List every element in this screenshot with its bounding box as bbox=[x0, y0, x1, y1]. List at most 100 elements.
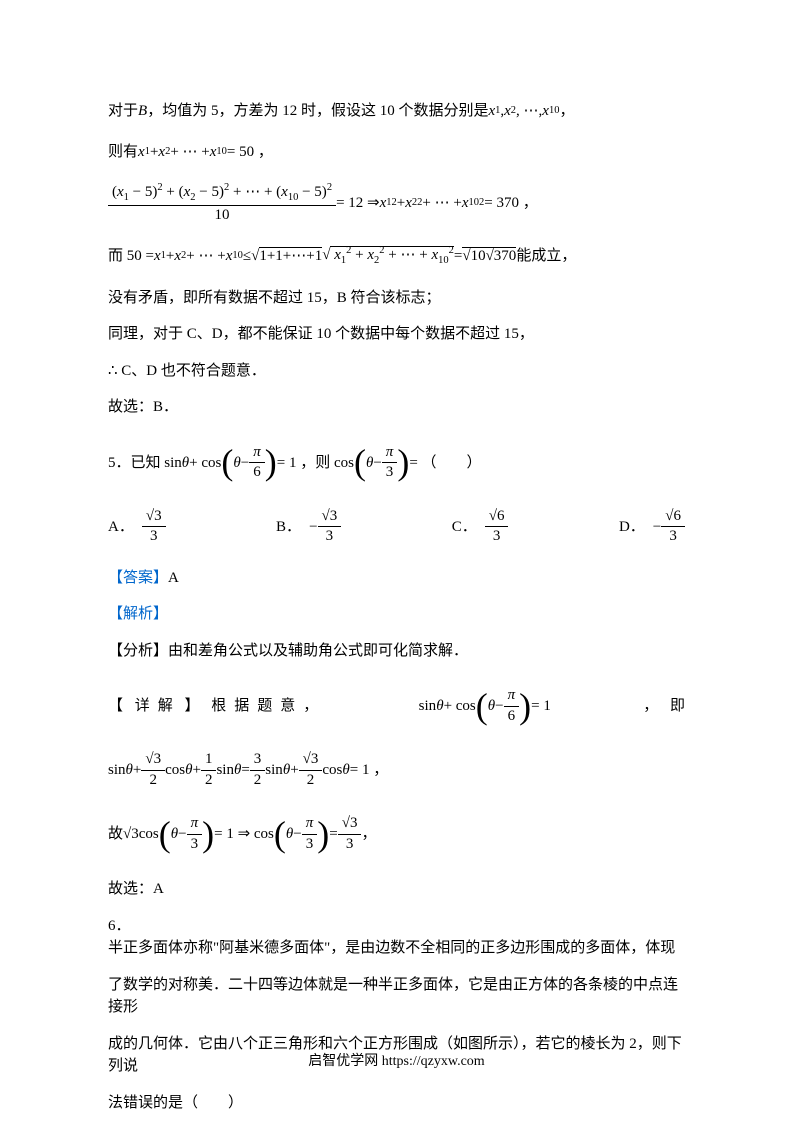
text: − bbox=[373, 452, 381, 475]
text: + ⋯ + bbox=[170, 141, 209, 164]
den: 2 bbox=[201, 771, 217, 791]
text: 而 50 = bbox=[108, 245, 154, 268]
var-theta: θ bbox=[126, 759, 133, 782]
label: D． bbox=[619, 516, 645, 539]
q6-l2: 了数学的对称美．二十四等边体就是一种半正多面体，它是由正方体的各条棱的中点连接形 bbox=[108, 974, 685, 1019]
text: 则有 bbox=[108, 141, 138, 164]
bracket: 】 bbox=[185, 698, 208, 714]
question-5: 5． 已知 sin θ + cos ( θ − π 6 ) = 1 ，则 cos… bbox=[108, 443, 685, 483]
fenxi-line: 【分析】 由和差角公式以及辅助角公式即可化简求解． bbox=[108, 640, 685, 663]
sub: 10 bbox=[232, 248, 243, 264]
text: = 1 ⇒ cos bbox=[214, 823, 274, 846]
text: = 370 ， bbox=[484, 192, 537, 215]
step2-line: 故 √3 cos ( θ − π 3 ) = 1 ⇒ cos ( θ − π 3… bbox=[108, 814, 685, 854]
text: sin bbox=[265, 759, 283, 782]
den: 3 bbox=[322, 527, 338, 547]
fraction: 1 2 bbox=[201, 750, 217, 790]
paren: ( bbox=[354, 448, 366, 477]
paren: ( bbox=[476, 692, 488, 721]
var-theta: θ bbox=[171, 823, 178, 846]
text: √3 bbox=[123, 823, 139, 846]
den: 3 bbox=[146, 527, 162, 547]
text: + ⋯ + ( bbox=[233, 184, 281, 200]
var-x: x bbox=[154, 245, 161, 268]
q-num: 5． bbox=[108, 452, 131, 475]
text: = 1 bbox=[531, 695, 551, 718]
var-x: x bbox=[138, 141, 145, 164]
fraction: π 6 bbox=[504, 686, 520, 726]
text: + cos bbox=[189, 452, 221, 475]
text: 由和差角公式以及辅助角公式即可化简求解． bbox=[168, 640, 468, 663]
option-c: C． √6 3 bbox=[452, 507, 509, 547]
comma: ， bbox=[643, 698, 666, 714]
num: 3 bbox=[250, 750, 266, 771]
num: √3 bbox=[338, 814, 362, 835]
bracket: 【 bbox=[108, 698, 131, 714]
paren: ( bbox=[159, 820, 171, 849]
var-theta: θ bbox=[488, 695, 495, 718]
answer-value: A bbox=[168, 567, 179, 590]
var-x: x bbox=[462, 192, 469, 215]
text: 根据题意， bbox=[211, 698, 326, 714]
text: + bbox=[133, 759, 141, 782]
var-x: x bbox=[334, 247, 341, 263]
answer-label: 【答案】A bbox=[108, 567, 685, 590]
var-theta: θ bbox=[366, 452, 373, 475]
sub: 10 bbox=[549, 103, 560, 119]
var-x: x bbox=[158, 141, 165, 164]
denom: 10 bbox=[211, 206, 234, 226]
text: = 1 ，则 cos bbox=[277, 452, 354, 475]
text: ∴ C、D 也不符合题意． bbox=[108, 360, 266, 383]
den: 3 bbox=[489, 527, 505, 547]
text: = 1 ， bbox=[350, 759, 388, 782]
den: 3 bbox=[665, 527, 681, 547]
text: cos bbox=[139, 823, 159, 846]
den: 3 bbox=[342, 835, 358, 855]
text: ≤ bbox=[243, 245, 251, 268]
detail-line1: 【 详解 】 根据题意， sin θ + cos ( θ − π 6 ) = 1… bbox=[108, 686, 685, 726]
paragraph-cauchy: 而 50 = x1 + x2 + ⋯ + x10 ≤ √1+1+⋯+1 √ x1… bbox=[108, 243, 685, 269]
text: , ⋯, bbox=[516, 100, 542, 123]
text: 能成立， bbox=[516, 245, 576, 268]
text: 已知 sin bbox=[131, 452, 182, 475]
label: 【分析】 bbox=[108, 640, 168, 663]
label: B． bbox=[276, 516, 301, 539]
text: = 12 ⇒ bbox=[336, 192, 380, 215]
den: 2 bbox=[250, 771, 266, 791]
fraction: √3 3 bbox=[318, 507, 342, 547]
paragraph-therefore: ∴ C、D 也不符合题意． bbox=[108, 360, 685, 383]
options-row: A． √3 3 B． − √3 3 C． √6 3 D． − √6 3 bbox=[108, 507, 685, 547]
var-theta: θ bbox=[233, 452, 240, 475]
paragraph-select-b: 故选：B． bbox=[108, 396, 685, 419]
var-theta: θ bbox=[185, 759, 192, 782]
var-x: x bbox=[504, 100, 511, 123]
text: sin bbox=[419, 695, 437, 718]
num: π bbox=[187, 814, 203, 835]
text: sin bbox=[108, 759, 126, 782]
text: + ⋯ + bbox=[388, 247, 431, 263]
text: = bbox=[241, 759, 249, 782]
fraction: √3 3 bbox=[338, 814, 362, 854]
den: 6 bbox=[249, 463, 265, 483]
label: C． bbox=[452, 516, 477, 539]
label: 详解 bbox=[135, 698, 181, 714]
var-theta: θ bbox=[182, 452, 189, 475]
paragraph-cd: 同理，对于 C、D，都不能保证 10 个数据中每个数据不超过 15， bbox=[108, 323, 685, 346]
text: − 5) bbox=[129, 184, 157, 200]
text: − 5) bbox=[196, 184, 224, 200]
sub: 10 bbox=[288, 192, 299, 203]
paragraph-b-intro: 对于 B ，均值为 5，方差为 12 时，假设这 10 个数据分别是 x1 , … bbox=[108, 100, 685, 123]
fraction: √3 2 bbox=[299, 750, 323, 790]
sqrt: √10 bbox=[462, 245, 485, 268]
q6-l4: 法错误的是（ ） bbox=[108, 1092, 685, 1115]
text: 半正多面体亦称"阿基米德多面体"，是由边数不全相同的正多边形围成的多面体，体现 bbox=[108, 937, 675, 960]
den: 3 bbox=[382, 463, 398, 483]
text: = bbox=[329, 823, 337, 846]
sqrt: √370 bbox=[486, 245, 517, 268]
var-B: B bbox=[138, 100, 147, 123]
footer-text: 启智优学网 https://qzyxw.com bbox=[308, 1054, 484, 1069]
var-theta: θ bbox=[234, 759, 241, 782]
num: √3 bbox=[318, 507, 342, 528]
num: √3 bbox=[141, 750, 165, 771]
var-theta: θ bbox=[286, 823, 293, 846]
